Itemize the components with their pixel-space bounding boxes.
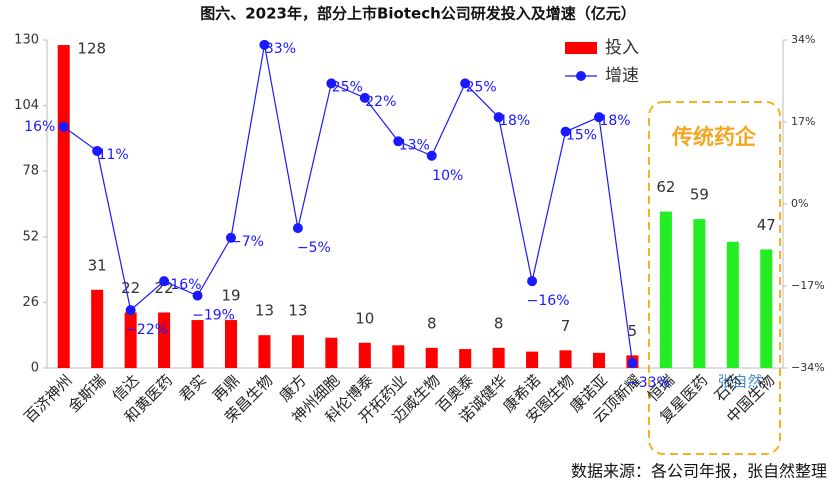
y-tick-label: 104	[14, 98, 39, 113]
bar-label: 59	[690, 186, 709, 204]
bar	[760, 249, 773, 368]
line-label: 25%	[466, 79, 497, 95]
bar	[592, 352, 606, 368]
bar-label: 8	[427, 314, 437, 332]
x-tick-label: 君实	[176, 371, 210, 405]
y2-tick-label: −17%	[791, 279, 825, 292]
line-marker	[259, 39, 270, 50]
line-label: 18%	[599, 113, 630, 129]
bar-label: 128	[77, 40, 106, 58]
y2-tick-label: 34%	[791, 33, 815, 46]
line-label: 10%	[432, 168, 463, 184]
line-label: 25%	[332, 79, 363, 95]
x-tick-label: 百济神州	[21, 371, 76, 426]
line-marker	[125, 305, 136, 316]
bar	[358, 342, 371, 368]
bar	[258, 335, 271, 368]
bar	[91, 289, 104, 368]
line-label: −16%	[159, 277, 202, 293]
bar	[191, 320, 204, 368]
bar	[425, 347, 438, 368]
line-marker	[460, 78, 471, 89]
line-marker	[627, 358, 638, 369]
line-marker	[326, 78, 337, 89]
bar	[526, 351, 539, 368]
bar-label: 31	[88, 256, 107, 274]
bar	[57, 45, 70, 369]
bar-label: 13	[288, 302, 307, 320]
bar	[325, 337, 338, 368]
line-marker	[226, 232, 236, 243]
line-marker	[560, 126, 571, 137]
bar	[492, 347, 505, 368]
legend-swatch	[565, 42, 597, 54]
annotation: 传统药企	[671, 125, 757, 149]
y-tick-label: 130	[14, 33, 39, 48]
line-marker	[594, 112, 604, 123]
line-marker	[192, 290, 203, 301]
bar	[459, 349, 472, 368]
bar	[291, 335, 304, 368]
bar-label: 47	[757, 216, 776, 234]
bar-label: 22	[121, 279, 140, 297]
bar	[158, 312, 171, 368]
bar-label: 5	[628, 322, 638, 340]
y-tick-label: 0	[31, 361, 39, 376]
line-marker	[527, 276, 538, 287]
line-marker	[292, 223, 303, 234]
watermark: 张自然	[717, 373, 762, 391]
line-marker	[159, 276, 170, 287]
bar-label: 62	[656, 178, 675, 196]
line-label: 15%	[566, 128, 597, 144]
bar	[224, 320, 238, 368]
line-label: 11%	[98, 147, 129, 163]
line-label: −19%	[192, 308, 235, 324]
bar	[659, 211, 672, 368]
y2-tick-label: 17%	[791, 115, 815, 128]
line-marker	[493, 112, 504, 123]
bar-label: 8	[494, 314, 504, 332]
y2-tick-label: 0%	[791, 197, 808, 210]
legend-label: 增速	[605, 66, 639, 86]
legend-swatch	[576, 71, 586, 81]
source: 数据来源：各公司年报，张自然整理	[571, 462, 827, 481]
line-marker	[92, 145, 103, 156]
line-label: 33%	[265, 41, 296, 57]
line-label: 13%	[399, 137, 430, 153]
highlight-box	[648, 101, 781, 455]
bar	[392, 345, 405, 368]
line-label: −33%	[627, 375, 670, 391]
line-marker	[58, 121, 69, 132]
bar	[559, 350, 572, 368]
line-label: 22%	[365, 94, 396, 110]
bar-label: 7	[561, 317, 571, 335]
line	[63, 44, 634, 364]
line-label: −16%	[527, 293, 570, 309]
line-label: −5%	[297, 240, 331, 256]
x-tick-label: 金斯瑞	[65, 371, 110, 416]
line-marker	[426, 150, 437, 161]
bar-label: 13	[255, 302, 274, 320]
line-label: 16%	[24, 119, 55, 135]
line-label: 18%	[499, 113, 530, 129]
line-marker	[359, 92, 370, 103]
bar	[693, 219, 706, 368]
chart-title: 图六、2023年，部分上市Biotech公司研发投入及增速（亿元）	[200, 5, 636, 23]
bar-label: 19	[221, 287, 240, 305]
legend-label: 投入	[605, 38, 639, 58]
line-label: −22%	[125, 322, 168, 338]
y-tick-label: 26	[22, 295, 39, 310]
bar	[124, 312, 137, 368]
line-label: −7%	[230, 234, 264, 250]
line-marker	[393, 136, 404, 147]
y-tick-label: 78	[22, 164, 39, 179]
y-tick-label: 52	[22, 229, 39, 244]
bar-label: 10	[355, 309, 374, 327]
y2-tick-label: −34%	[791, 361, 825, 374]
bar	[726, 241, 739, 368]
